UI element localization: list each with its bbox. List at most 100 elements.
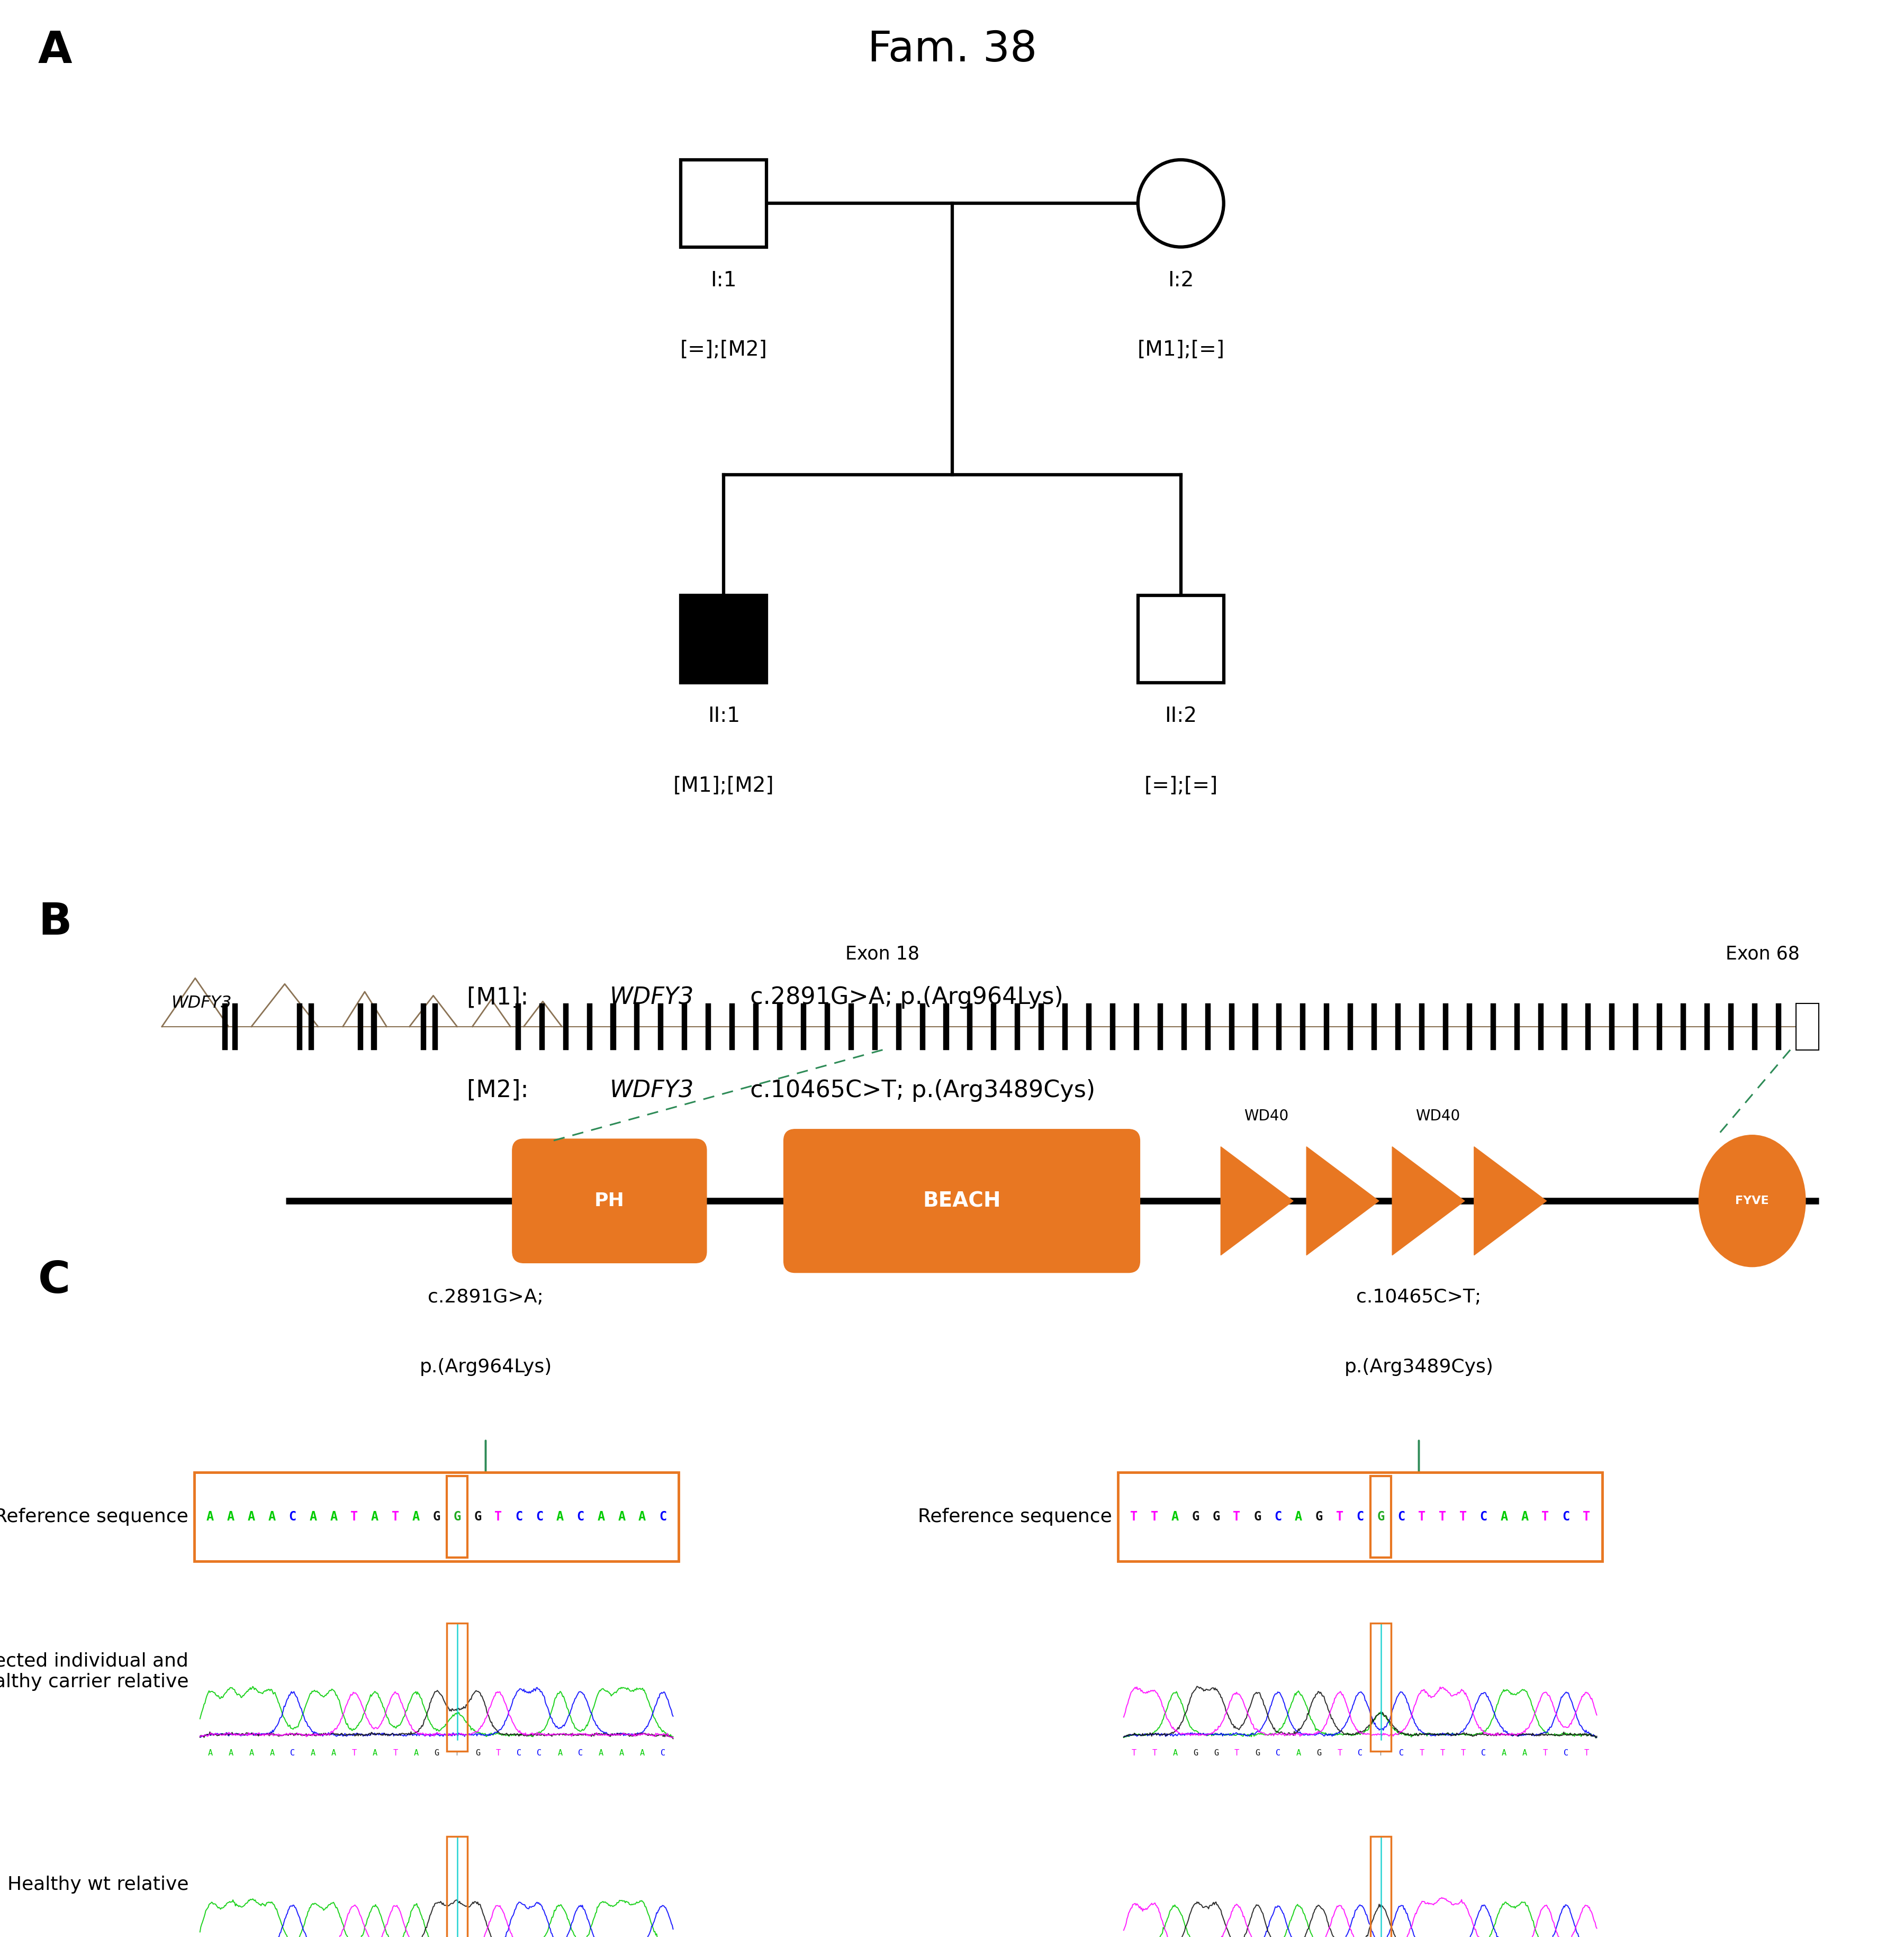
Bar — [990, 1003, 996, 1050]
Bar — [1276, 1003, 1281, 1050]
Text: WDFY3: WDFY3 — [609, 1079, 693, 1102]
Bar — [1466, 1003, 1472, 1050]
Text: A: A — [1295, 1511, 1302, 1522]
Bar — [1443, 1003, 1447, 1050]
Bar — [682, 159, 765, 246]
Bar — [611, 1003, 615, 1050]
Text: C: C — [514, 1511, 522, 1522]
Text: T: T — [1234, 1749, 1240, 1757]
Bar — [920, 1003, 925, 1050]
Circle shape — [1139, 159, 1224, 246]
Text: A: A — [1297, 1749, 1300, 1757]
Text: [=];[M2]: [=];[M2] — [680, 341, 767, 360]
Bar — [539, 1003, 545, 1050]
Bar — [1514, 1003, 1519, 1050]
Polygon shape — [1306, 1147, 1378, 1255]
Text: C: C — [659, 1511, 666, 1522]
FancyBboxPatch shape — [512, 1139, 706, 1263]
Polygon shape — [1392, 1147, 1464, 1255]
Bar — [1133, 1003, 1139, 1050]
Bar — [586, 1003, 592, 1050]
Text: T: T — [1152, 1749, 1156, 1757]
Text: C: C — [38, 1259, 70, 1302]
Text: A: A — [371, 1511, 379, 1522]
Text: A: A — [638, 1511, 645, 1522]
Bar — [682, 595, 765, 682]
Bar — [1062, 1003, 1068, 1050]
Text: c.10465C>T; p.(Arg3489Cys): c.10465C>T; p.(Arg3489Cys) — [743, 1079, 1095, 1102]
Text: A: A — [329, 1511, 337, 1522]
Text: A: A — [598, 1749, 604, 1757]
Text: T: T — [1337, 1749, 1342, 1757]
Bar — [1799, 1003, 1805, 1050]
Text: A: A — [310, 1749, 316, 1757]
Text: r: r — [455, 1749, 459, 1757]
Bar — [800, 1003, 805, 1050]
Text: C: C — [1358, 1749, 1361, 1757]
Text: Reference sequence: Reference sequence — [918, 1507, 1112, 1526]
Text: A: A — [617, 1511, 625, 1522]
Text: c.10465C>T;: c.10465C>T; — [1356, 1288, 1481, 1306]
Text: G: G — [1255, 1749, 1259, 1757]
Bar — [1656, 1003, 1662, 1050]
Bar — [706, 1003, 710, 1050]
Text: Reference sequence: Reference sequence — [0, 1507, 188, 1526]
Text: r: r — [1378, 1749, 1382, 1757]
Text: T: T — [392, 1511, 400, 1522]
Bar — [232, 1003, 238, 1050]
Text: Affected individual and
healthy carrier relative: Affected individual and healthy carrier … — [0, 1652, 188, 1691]
Text: I:1: I:1 — [710, 269, 737, 291]
Text: A: A — [248, 1511, 255, 1522]
Text: T: T — [1542, 1749, 1548, 1757]
Bar — [447, 1476, 466, 1557]
Bar — [1180, 1003, 1186, 1050]
Text: T: T — [1458, 1511, 1466, 1522]
Text: BEACH: BEACH — [923, 1191, 1000, 1211]
Text: A: A — [598, 1511, 605, 1522]
Text: C: C — [579, 1749, 583, 1757]
Bar — [1371, 1623, 1390, 1751]
Bar — [1110, 1003, 1116, 1050]
Text: WDFY3: WDFY3 — [609, 986, 693, 1009]
Text: A: A — [640, 1749, 644, 1757]
Text: G: G — [1213, 1749, 1219, 1757]
Bar — [1038, 1003, 1043, 1050]
Text: T: T — [392, 1749, 398, 1757]
Text: T: T — [1131, 1749, 1137, 1757]
Bar — [729, 1003, 735, 1050]
Text: G: G — [1316, 1511, 1323, 1522]
Text: A: A — [308, 1511, 316, 1522]
Text: T: T — [495, 1511, 503, 1522]
Bar — [659, 1003, 663, 1050]
Text: T: T — [1129, 1511, 1137, 1522]
Bar — [1795, 1003, 1818, 1050]
Text: C: C — [1563, 1749, 1567, 1757]
Bar — [1609, 1003, 1615, 1050]
Bar — [682, 1003, 687, 1050]
Text: T: T — [1418, 1511, 1426, 1522]
Bar — [1300, 1003, 1304, 1050]
Bar — [1704, 1003, 1710, 1050]
Text: G: G — [1192, 1511, 1200, 1522]
Text: A: A — [270, 1749, 274, 1757]
Text: T: T — [1439, 1749, 1445, 1757]
Bar — [824, 1003, 830, 1050]
Bar — [1118, 1472, 1601, 1561]
Bar — [1586, 1003, 1590, 1050]
Bar — [634, 1003, 640, 1050]
Text: Healthy wt relative: Healthy wt relative — [8, 1875, 188, 1894]
Text: A: A — [208, 1749, 213, 1757]
Bar — [297, 1003, 303, 1050]
Bar — [1538, 1003, 1542, 1050]
FancyBboxPatch shape — [784, 1129, 1139, 1273]
Text: [M2]:: [M2]: — [466, 1079, 535, 1102]
Bar — [223, 1003, 227, 1050]
Text: C: C — [1479, 1511, 1487, 1522]
Text: A: A — [1521, 1749, 1527, 1757]
Text: A: A — [228, 1749, 232, 1757]
Bar — [777, 1003, 783, 1050]
Text: T: T — [1584, 1749, 1588, 1757]
Text: C: C — [1481, 1749, 1485, 1757]
Text: T: T — [350, 1511, 358, 1522]
Bar — [1679, 1003, 1685, 1050]
